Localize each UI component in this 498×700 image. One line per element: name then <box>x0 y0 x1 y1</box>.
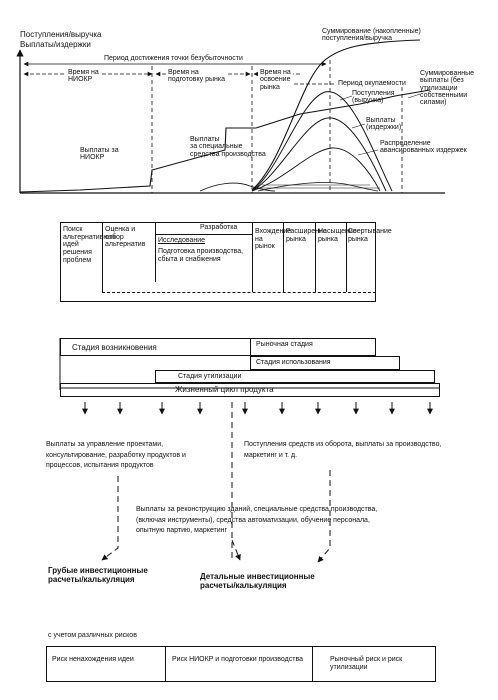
cumulative-revenue-curve <box>251 39 421 191</box>
distributed-costs-curve <box>251 147 381 192</box>
stage-entry: Вхождение на рынок <box>255 228 292 251</box>
product-lifecycle-bar <box>60 383 440 397</box>
market-stage-bar <box>250 338 376 356</box>
y-axis-label-revenue: Поступления/выручка <box>20 30 102 39</box>
breakeven-period-label: Период достижения точки безубыточности <box>104 55 243 62</box>
time-market-label: Время на освоение рынка <box>258 69 293 92</box>
product-lifecycle-label: Жизненный цикл продукта <box>175 385 274 394</box>
risk-market: Рыночный риск и риск утилизации <box>330 656 403 671</box>
rough-calc-text: Грубые инвестиционные расчеты/калькуляци… <box>48 566 148 585</box>
cumulative-revenue-label: Суммирование (накопленные) поступления/вы… <box>322 28 421 43</box>
y-axis-label-payments: Выплаты/издержки <box>20 40 91 49</box>
stages-table <box>60 222 376 302</box>
revenue-curve <box>251 91 393 192</box>
distributed-costs-label: Распределение авансированных издержек <box>380 140 467 155</box>
origination-stage-bar <box>60 338 376 356</box>
middle-payments-text: Выплаты за реконструкцию зданий, специал… <box>136 506 378 534</box>
payments-curve <box>251 117 387 192</box>
detailed-calc-text: Детальные инвестиционные расчеты/калькул… <box>200 572 315 591</box>
cumulative-payments-label: Суммированные выплаты (без утилизации со… <box>420 70 474 107</box>
cumulative-payments-curve <box>19 89 431 193</box>
stage-evaluation: Оценка и отбор альтернатив <box>105 226 146 249</box>
risk-niokr: Риск НИОКР и подготовки производства <box>172 656 303 663</box>
stage-preparation: Подготовка производства, сбыта и снабжен… <box>158 248 244 263</box>
origination-stage-label: Стадия возникновения <box>72 343 157 352</box>
stage-research: Исследование <box>158 237 206 244</box>
stage-expansion: Расширение рынка <box>286 228 327 243</box>
stage-decline: Свертывание рынка <box>348 228 392 243</box>
left-payments-text: Выплаты за управление проектами, консуль… <box>46 441 186 469</box>
right-receipts-text: Поступления средств из оборота, выплаты … <box>244 441 442 459</box>
stage-development: Разработка <box>200 224 238 231</box>
utilization-stage-bar <box>155 370 435 383</box>
special-means-label: Выплаты за специальные средства производст… <box>190 136 266 158</box>
payments-label: Выплаты (издержки) <box>366 117 402 132</box>
stage-search: Поиск альтернативных идей решения пробле… <box>63 226 116 264</box>
stage-saturation: Насыщение рынка <box>318 228 357 243</box>
market-stage-label: Рыночная стадия <box>256 341 313 348</box>
revenue-label: Поступления (выручка) <box>352 90 395 105</box>
usage-stage-label: Стадия использования <box>256 359 331 366</box>
usage-stage-bar <box>250 356 400 370</box>
time-prep-label: Время на подготовку рынка <box>166 69 227 84</box>
risks-table <box>46 646 436 682</box>
utilization-stage-label: Стадия утилизации <box>178 373 242 380</box>
niokr-payments-label: Выплаты за НИОКР <box>80 147 119 162</box>
time-niokr-label: Время на НИОКР <box>66 69 101 84</box>
risk-idea: Риск ненахождения идеи <box>52 656 134 663</box>
risks-heading: с учетом различных рисков <box>48 632 137 639</box>
payback-period-label: Период окупаемости <box>336 80 408 88</box>
